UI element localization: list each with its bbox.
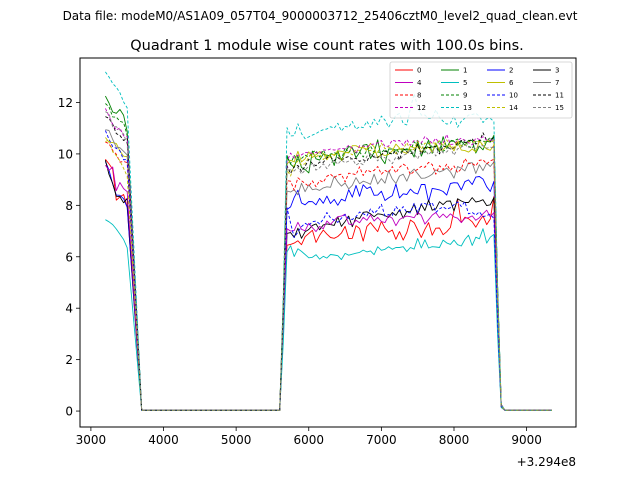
x-tick-label: 5000 — [221, 433, 252, 447]
data-file-label: Data file: modeM0/AS1A09_057T04_90000037… — [63, 9, 578, 23]
x-tick-label: 4000 — [148, 433, 179, 447]
legend-label-14: 14 — [509, 104, 518, 112]
y-tick-label: 10 — [58, 147, 73, 161]
series-line-4 — [105, 164, 552, 411]
series-line-10 — [104, 130, 552, 411]
series-line-3 — [104, 159, 552, 411]
y-tick-label: 8 — [65, 199, 73, 213]
series-line-11 — [105, 116, 552, 411]
x-offset-label: +3.294e8 — [517, 455, 576, 469]
legend-box — [389, 61, 573, 119]
legend-label-3: 3 — [555, 67, 559, 75]
series-line-12 — [104, 108, 552, 411]
legend-label-12: 12 — [417, 104, 426, 112]
y-tick-label: 0 — [65, 405, 73, 419]
series-line-15 — [105, 111, 552, 411]
y-tick-label: 2 — [65, 353, 73, 367]
legend-label-5: 5 — [463, 79, 467, 87]
chart-title: Quadrant 1 module wise count rates with … — [130, 38, 524, 54]
series-line-14 — [105, 139, 552, 411]
legend-label-1: 1 — [463, 67, 467, 75]
legend-label-4: 4 — [417, 79, 422, 87]
series-line-9 — [105, 103, 552, 411]
legend-label-11: 11 — [555, 92, 564, 100]
axes: 3000 4000 5000 6000 7000 8000 9000 0 2 4 6 8 10 12 — [58, 96, 542, 447]
legend-label-0: 0 — [417, 67, 421, 75]
legend-label-7: 7 — [555, 79, 559, 87]
plot-series — [104, 71, 552, 411]
series-line-6 — [105, 137, 552, 411]
legend-label-9: 9 — [463, 92, 467, 100]
y-tick-label: 12 — [58, 96, 73, 110]
series-line-2 — [104, 161, 552, 411]
x-tick-label: 7000 — [366, 433, 397, 447]
plot-frame — [79, 57, 577, 428]
series-line-5 — [105, 219, 552, 411]
legend-label-2: 2 — [509, 67, 513, 75]
legend-label-15: 15 — [555, 104, 564, 112]
series-line-0 — [105, 159, 552, 411]
series-line-13 — [105, 71, 552, 411]
y-tick-label: 4 — [65, 302, 73, 316]
legend-label-8: 8 — [417, 92, 421, 100]
x-tick-label: 6000 — [293, 433, 324, 447]
legend-label-6: 6 — [509, 79, 514, 87]
x-tick-label: 3000 — [76, 433, 107, 447]
series-line-7 — [105, 129, 552, 411]
legend-label-13: 13 — [463, 104, 472, 112]
y-tick-label: 6 — [65, 250, 73, 264]
x-tick-label: 9000 — [511, 433, 542, 447]
x-tick-label: 8000 — [439, 433, 470, 447]
legend-label-10: 10 — [509, 92, 518, 100]
